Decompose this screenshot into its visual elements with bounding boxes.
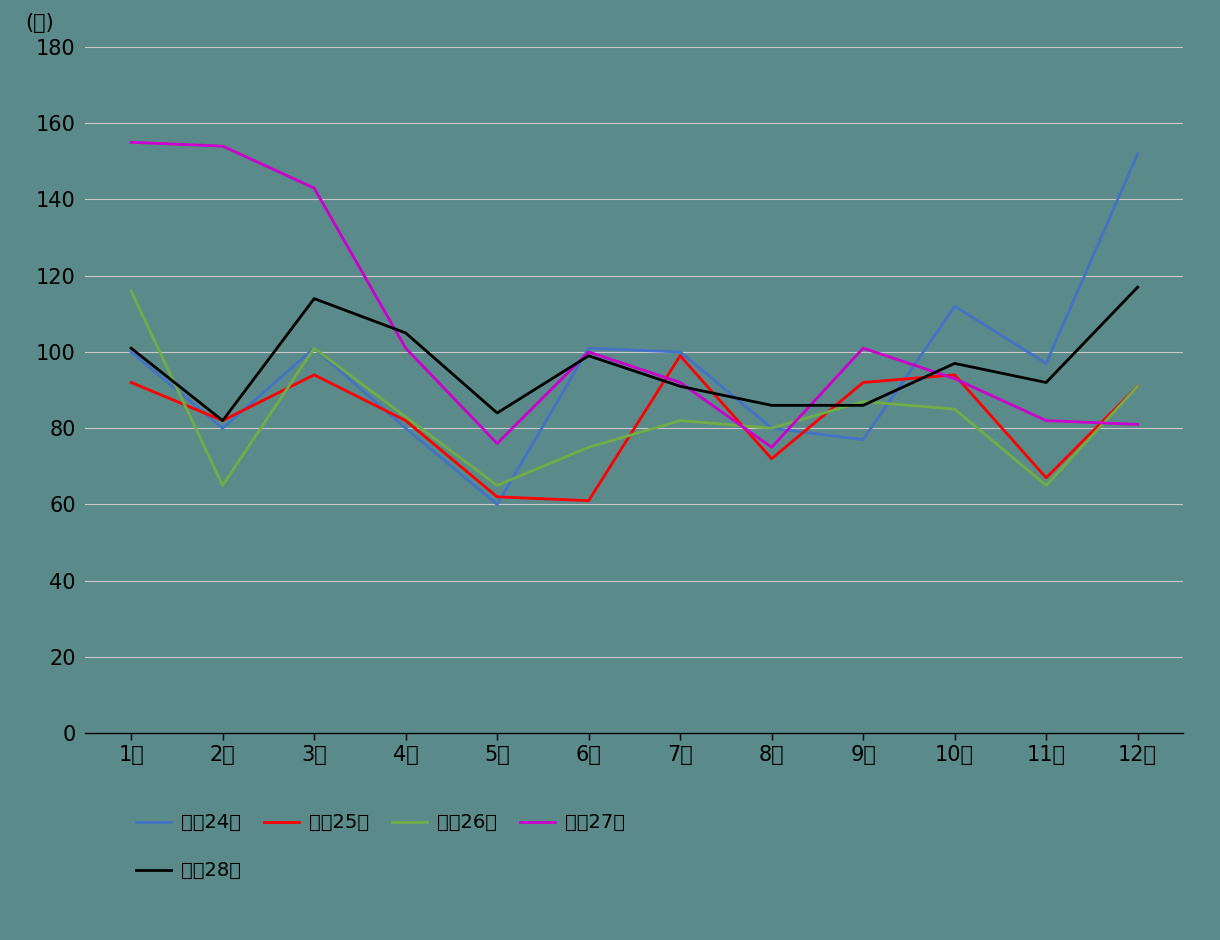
平成24年: [489, 499, 504, 510]
平成24年: [672, 346, 687, 357]
平成25年: [947, 369, 961, 381]
Text: (件): (件): [26, 13, 54, 33]
Line: 平成26年: 平成26年: [131, 291, 1137, 485]
平成25年: [215, 415, 229, 426]
平成26年: [215, 479, 229, 491]
平成26年: [672, 415, 687, 426]
平成26年: [398, 411, 412, 422]
平成24年: [398, 423, 412, 434]
平成24年: [215, 423, 229, 434]
平成28年: [1130, 282, 1144, 293]
平成28年: [764, 400, 778, 411]
平成25年: [1130, 381, 1144, 392]
平成28年: [398, 327, 412, 338]
平成26年: [123, 286, 138, 297]
平成24年: [1130, 149, 1144, 160]
平成24年: [306, 342, 321, 353]
平成28年: [489, 407, 504, 418]
平成24年: [1038, 358, 1053, 369]
平成26年: [489, 479, 504, 491]
平成27年: [764, 442, 778, 453]
平成28年: [306, 293, 321, 305]
平成27年: [398, 342, 412, 353]
平成25年: [123, 377, 138, 388]
平成27年: [855, 342, 870, 353]
平成25年: [398, 415, 412, 426]
平成25年: [1038, 472, 1053, 483]
平成28年: [672, 381, 687, 392]
平成26年: [947, 403, 961, 415]
平成26年: [1130, 381, 1144, 392]
平成26年: [855, 396, 870, 407]
平成24年: [855, 434, 870, 446]
平成25年: [672, 350, 687, 361]
平成27年: [306, 182, 321, 194]
平成28年: [855, 400, 870, 411]
平成26年: [1038, 479, 1053, 491]
平成24年: [947, 301, 961, 312]
平成27年: [215, 140, 229, 151]
Line: 平成27年: 平成27年: [131, 142, 1137, 447]
平成26年: [306, 342, 321, 353]
平成26年: [764, 423, 778, 434]
平成24年: [581, 342, 595, 353]
平成25年: [855, 377, 870, 388]
平成27年: [947, 373, 961, 384]
平成28年: [581, 350, 595, 361]
平成26年: [581, 442, 595, 453]
平成28年: [123, 342, 138, 353]
平成27年: [1130, 419, 1144, 431]
平成27年: [581, 346, 595, 357]
平成27年: [489, 438, 504, 449]
平成27年: [123, 136, 138, 148]
平成25年: [581, 495, 595, 507]
平成28年: [1038, 377, 1053, 388]
Line: 平成28年: 平成28年: [131, 288, 1137, 420]
Line: 平成24年: 平成24年: [131, 154, 1137, 505]
平成25年: [489, 492, 504, 503]
平成27年: [672, 377, 687, 388]
Line: 平成25年: 平成25年: [131, 355, 1137, 501]
平成25年: [764, 453, 778, 464]
Legend: 平成28年: 平成28年: [128, 854, 249, 888]
平成27年: [1038, 415, 1053, 426]
平成28年: [947, 358, 961, 369]
平成28年: [215, 415, 229, 426]
平成24年: [123, 346, 138, 357]
平成25年: [306, 369, 321, 381]
平成24年: [764, 423, 778, 434]
